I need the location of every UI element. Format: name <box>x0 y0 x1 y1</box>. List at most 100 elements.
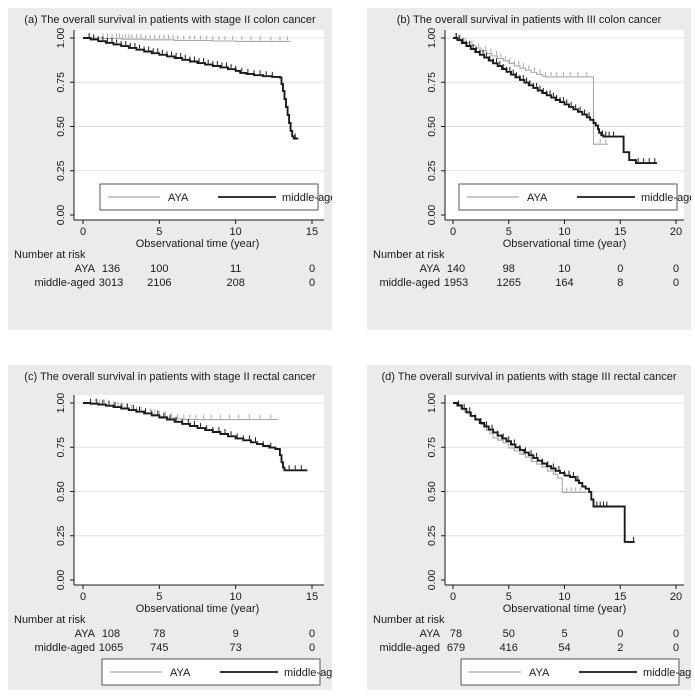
x-tick-label: 10 <box>230 591 242 603</box>
y-tick-label: 0.50 <box>55 116 67 137</box>
risk-count: 11 <box>230 263 241 275</box>
km-chart-stage-ii-colon: 0.00 0.25 0.50 0.75 1.00 0 5 10 15 Observational … <box>14 28 332 289</box>
risk-count: 1065 <box>99 642 123 654</box>
y-tick-label: 0.50 <box>55 481 67 502</box>
risk-count: 9 <box>233 628 239 640</box>
legend-label-aya: AYA <box>170 667 191 679</box>
y-tick-label: 0.50 <box>426 116 438 137</box>
risk-count: 0 <box>617 628 623 640</box>
panel-stage-ii-colon: (a) The overall survival in patients wit… <box>8 8 332 330</box>
risk-count: 745 <box>150 642 168 654</box>
x-tick-label: 20 <box>670 591 682 603</box>
x-tick-label: 0 <box>80 591 86 603</box>
risk-count: 136 <box>102 263 120 275</box>
plot-area <box>74 395 324 585</box>
y-tick-label: 1.00 <box>55 28 67 49</box>
km-chart-iii-colon: 0.00 0.25 0.50 0.75 1.00 0 5 10 15 20 Observationa… <box>373 28 691 289</box>
y-tick-label: 0.00 <box>55 570 67 591</box>
risk-count: 8 <box>617 277 623 289</box>
risk-count: 0 <box>309 628 315 640</box>
x-tick-label: 0 <box>450 226 456 238</box>
risk-count: 10 <box>558 263 570 275</box>
risk-count: 0 <box>309 277 315 289</box>
y-tick-label: 0.00 <box>426 570 438 591</box>
y-tick-label: 0.25 <box>55 160 67 181</box>
risk-count: 3013 <box>99 277 123 289</box>
survival-curve-aya <box>453 402 587 493</box>
survival-curve-aya <box>83 37 291 42</box>
risk-row-label: middle-aged <box>379 642 440 654</box>
x-tick-label: 10 <box>558 591 570 603</box>
legend-label-middle-aged: middle-aged <box>641 192 691 204</box>
x-tick-label: 10 <box>558 226 570 238</box>
risk-count: 208 <box>226 277 244 289</box>
x-tick-label: 15 <box>306 226 318 238</box>
y-tick-label: 0.00 <box>55 205 67 226</box>
risk-row-label: middle-aged <box>379 277 440 289</box>
y-tick-label: 0.75 <box>55 437 67 458</box>
km-chart-stage-iii-rectal: 0.000.250.500.751.000 5 10 15 20Observationa… <box>373 393 691 686</box>
y-tick-label: 1.00 <box>55 393 67 414</box>
y-tick-label: 1.00 <box>426 28 438 49</box>
survival-curve-middle-aged <box>83 402 308 472</box>
risk-count: 1265 <box>497 277 521 289</box>
y-tick-label: 0.25 <box>426 525 438 546</box>
km-chart-stage-ii-rectal: 0.00 0.25 0.50 0.75 1.00 0 5 10 15 Observational … <box>14 393 332 686</box>
risk-row-label: AYA <box>75 628 96 640</box>
risk-row-label: AYA <box>420 628 441 640</box>
legend-label-aya: AYA <box>168 192 189 204</box>
panel-stage-ii-rectal: (c) The overall survival in patients wit… <box>8 365 332 690</box>
risk-count: 73 <box>230 642 242 654</box>
x-tick-label: 0 <box>80 226 86 238</box>
panel-d-title: (d) The overall survival in patients wit… <box>381 371 677 383</box>
x-axis-label: Observational time (year) <box>503 238 627 250</box>
x-tick-label: 15 <box>306 591 318 603</box>
risk-count: 164 <box>555 277 573 289</box>
survival-curve-middle-aged <box>453 402 635 543</box>
y-tick-label: 0.25 <box>426 160 438 181</box>
risk-count: 416 <box>500 642 518 654</box>
risk-row-label: middle-aged <box>34 642 95 654</box>
risk-count: 98 <box>503 263 515 275</box>
x-tick-label: 15 <box>614 226 626 238</box>
y-tick-label: 0.00 <box>426 205 438 226</box>
legend-label-aya: AYA <box>527 192 548 204</box>
risk-count: 2106 <box>147 277 171 289</box>
x-tick-label: 5 <box>156 226 162 238</box>
risk-count: 78 <box>450 628 462 640</box>
number-at-risk-header: Number at risk <box>373 249 445 261</box>
risk-count: 50 <box>503 628 515 640</box>
risk-count: 140 <box>447 263 465 275</box>
x-axis-label: Observational time (year) <box>136 238 260 250</box>
number-at-risk-header: Number at risk <box>14 614 86 626</box>
risk-row-label: middle-aged <box>34 277 95 289</box>
y-tick-label: 0.75 <box>55 72 67 93</box>
risk-count: 0 <box>617 263 623 275</box>
risk-count: 100 <box>150 263 168 275</box>
x-tick-label: 20 <box>670 226 682 238</box>
risk-row-label: AYA <box>420 263 441 275</box>
panel-b-title: (b) The overall survival in patients wit… <box>396 14 662 26</box>
panel-iii-colon: (b) The overall survival in patients wit… <box>367 8 691 330</box>
risk-count: 5 <box>561 628 567 640</box>
x-tick-label: 10 <box>230 226 242 238</box>
x-tick-label: 15 <box>614 591 626 603</box>
y-tick-label: 0.75 <box>426 72 438 93</box>
survival-curve-middle-aged <box>83 37 299 140</box>
number-at-risk-header: Number at risk <box>14 249 86 261</box>
risk-count: 0 <box>673 628 679 640</box>
risk-count: 78 <box>153 628 165 640</box>
risk-count: 0 <box>673 277 679 289</box>
risk-count: 0 <box>673 263 679 275</box>
number-at-risk-header: Number at risk <box>373 614 445 626</box>
x-tick-label: 0 <box>450 591 456 603</box>
risk-count: 0 <box>309 642 315 654</box>
y-tick-label: 0.25 <box>55 525 67 546</box>
legend-label-middle-aged: middle-aged <box>284 667 332 679</box>
y-tick-label: 1.00 <box>426 393 438 414</box>
risk-count: 679 <box>447 642 465 654</box>
x-tick-label: 5 <box>506 591 512 603</box>
x-tick-label: 5 <box>156 591 162 603</box>
panel-a-title: (a) The overall survival in patients wit… <box>24 14 316 26</box>
risk-count: 54 <box>558 642 570 654</box>
